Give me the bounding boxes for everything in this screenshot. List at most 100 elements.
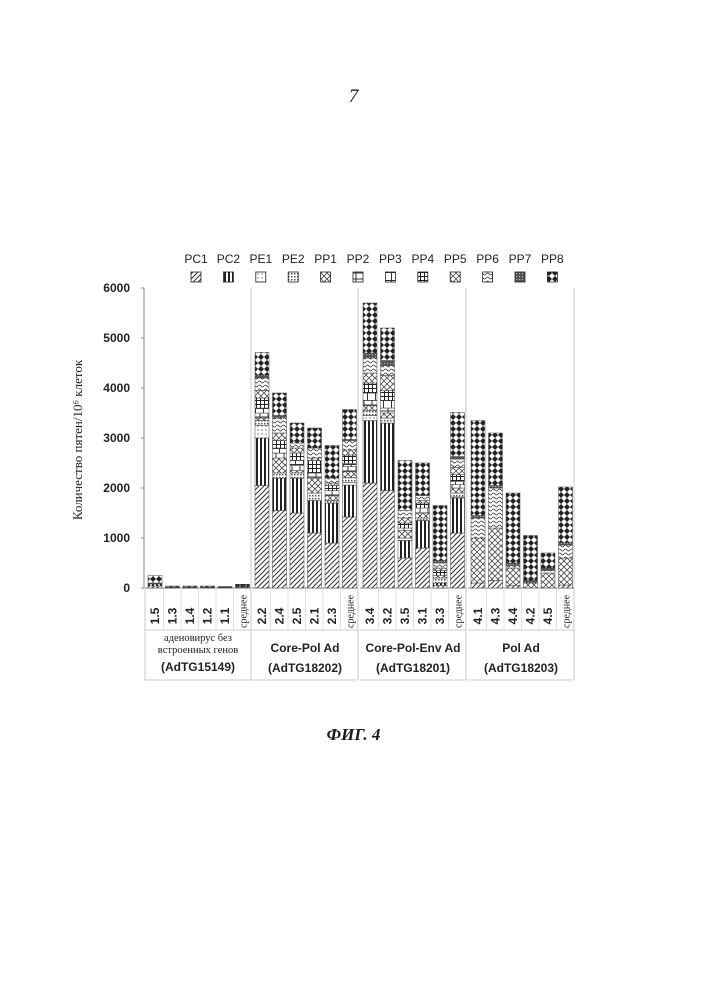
bar-segment-pp6 bbox=[325, 478, 339, 483]
legend-label-pp2: PP2 bbox=[347, 252, 370, 266]
bar-segment-pp4 bbox=[308, 461, 322, 474]
bar-segment-pp5 bbox=[308, 458, 322, 461]
bar-segment-pc1 bbox=[290, 513, 304, 588]
bar-segment-pp8 bbox=[489, 433, 503, 486]
bar-segment-pc2 bbox=[433, 583, 447, 586]
group-label-line: Pol Ad bbox=[502, 641, 540, 655]
bar-segment-pp2 bbox=[363, 401, 377, 406]
bar-segment-pp8 bbox=[524, 536, 538, 581]
bar-segment-pp2 bbox=[325, 491, 339, 496]
chart-legend: PC1PC2PE1PE2PP1PP2PP3PP4PP5PP6PP7PP8 bbox=[184, 252, 564, 282]
bar-segment-pc2 bbox=[398, 541, 412, 559]
bar-segment-pe1 bbox=[255, 426, 269, 439]
category-label: 4.2 bbox=[524, 607, 538, 624]
bar-segment-pp6 bbox=[255, 378, 269, 391]
bar-segment-pp6 bbox=[416, 496, 430, 501]
bar-segment-pp2 bbox=[398, 528, 412, 531]
bar-segment-pc2 bbox=[308, 501, 322, 534]
bar-segment-pe2 bbox=[451, 493, 465, 497]
legend-swatch-pp2 bbox=[353, 272, 363, 282]
bar-segment-pp3 bbox=[343, 464, 357, 467]
legend-swatch-pp3 bbox=[385, 272, 395, 282]
bar-segment-pp8 bbox=[541, 553, 555, 568]
bar-segment-pp6 bbox=[559, 545, 573, 558]
bar-segment-pp8 bbox=[290, 423, 304, 443]
bar-segment-pc1 bbox=[471, 583, 485, 588]
bar-segment-pp5 bbox=[433, 568, 447, 571]
group-label-line: Core-Pol Ad bbox=[271, 641, 340, 655]
bar-segment-pp8 bbox=[451, 413, 465, 457]
bar-segment-pp8 bbox=[506, 493, 520, 563]
bar-segment-pc2 bbox=[343, 485, 357, 517]
bar-segment-pc1 bbox=[273, 511, 287, 589]
bar-segment-pp8 bbox=[148, 576, 162, 584]
bar-segment-pp5 bbox=[290, 448, 304, 453]
legend-label-pp5: PP5 bbox=[444, 252, 467, 266]
group-label-line: (AdTG15149) bbox=[161, 660, 235, 674]
bar-segment-pp4 bbox=[416, 503, 430, 508]
bar-segment-pc1 bbox=[148, 586, 162, 588]
category-label: 4.1 bbox=[471, 607, 485, 624]
bar-segment-pp3 bbox=[273, 448, 287, 453]
bar-segment-pp6 bbox=[398, 511, 412, 519]
bar-segment-pp7 bbox=[541, 568, 555, 571]
category-label: 2.5 bbox=[290, 607, 304, 624]
bar-segment-pp6 bbox=[308, 448, 322, 458]
bar-segment-pc1 bbox=[489, 581, 503, 589]
bar-segment-pp5 bbox=[524, 583, 538, 588]
bar-segment-pp1 bbox=[398, 531, 412, 539]
bar-segment-pp2 bbox=[416, 508, 430, 513]
bar-segment-pe2 bbox=[290, 473, 304, 478]
group-label-line: Core-Pol-Env Ad bbox=[366, 641, 461, 655]
y-tick-label: 5000 bbox=[103, 331, 130, 345]
bar-segment-pp2 bbox=[273, 453, 287, 458]
bar-segment-pp8 bbox=[416, 463, 430, 496]
category-label: 3.2 bbox=[381, 607, 395, 624]
bar-segment-pp5 bbox=[325, 483, 339, 486]
bar-segment-pc1 bbox=[433, 586, 447, 589]
bar-segment-pc1 bbox=[255, 486, 269, 589]
chart-bars bbox=[148, 303, 573, 588]
bar-segment-pc2 bbox=[416, 521, 430, 549]
bar-segment-pp2 bbox=[255, 413, 269, 418]
bar-segment-pp2 bbox=[451, 485, 465, 489]
legend-swatch-pp1 bbox=[321, 272, 331, 282]
bar-segment-pp7 bbox=[381, 361, 395, 366]
bar-segment-pp4 bbox=[325, 486, 339, 491]
bar-segment-pp8 bbox=[398, 461, 412, 511]
bar-segment-pp6 bbox=[451, 459, 465, 468]
bar-segment-pc1 bbox=[398, 558, 412, 588]
bar-segment-pe2 bbox=[363, 411, 377, 416]
bar-segment-pp6 bbox=[290, 443, 304, 448]
legend-label-pp7: PP7 bbox=[509, 252, 532, 266]
bar-segment-pc2 bbox=[363, 421, 377, 484]
category-label: 3.4 bbox=[363, 607, 377, 624]
legend-label-pe2: PE2 bbox=[282, 252, 305, 266]
legend-label-pc2: PC2 bbox=[217, 252, 241, 266]
category-label: 1.5 bbox=[148, 607, 162, 624]
bar-segment-pp7 bbox=[433, 561, 447, 564]
category-label: 1.4 bbox=[183, 607, 197, 624]
bar-segment-pp4 bbox=[273, 441, 287, 449]
bar-segment-pe2 bbox=[381, 418, 395, 423]
bar-segment-pp8 bbox=[201, 586, 215, 587]
bar-segment-pe2 bbox=[273, 473, 287, 478]
bar-segment-pp8 bbox=[433, 506, 447, 561]
bar-segment-pp1 bbox=[363, 406, 377, 411]
category-label: 4.5 bbox=[541, 607, 555, 624]
bar-segment-pp7 bbox=[471, 516, 485, 519]
bar-segment-pp2 bbox=[308, 473, 322, 478]
category-label: 2.1 bbox=[308, 607, 322, 624]
bar-segment-pp7 bbox=[559, 543, 573, 546]
bar-segment-pp5 bbox=[541, 573, 555, 588]
category-label: 1.2 bbox=[201, 607, 215, 624]
category-label: 1.1 bbox=[218, 607, 232, 624]
bar-segment-pp2 bbox=[343, 467, 357, 472]
bar-segment-pp5 bbox=[255, 391, 269, 399]
bar-segment-pp6 bbox=[381, 366, 395, 376]
bar-segment-pp8 bbox=[471, 421, 485, 516]
y-axis-label: Количество пятен/10⁶ клеток bbox=[70, 359, 85, 520]
bar-segment-pp3 bbox=[451, 482, 465, 485]
bar-segment-pc2 bbox=[273, 478, 287, 511]
category-label: 4.4 bbox=[506, 607, 520, 624]
